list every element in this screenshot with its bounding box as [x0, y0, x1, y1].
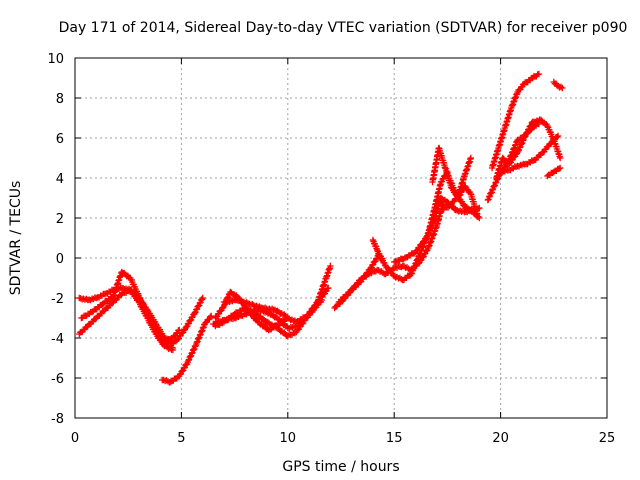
- data-point: [118, 290, 126, 298]
- data-point-interp: [375, 267, 382, 274]
- data-point: [212, 322, 219, 330]
- data-point-interp: [557, 83, 565, 91]
- series-track-20: [550, 78, 566, 92]
- data-point: [467, 154, 475, 162]
- data-points: [76, 70, 566, 386]
- data-point-interp: [400, 263, 408, 270]
- data-point-interp: [555, 165, 563, 172]
- y-tick-label: -2: [51, 292, 64, 307]
- data-point-interp: [90, 295, 97, 303]
- data-point-interp: [515, 163, 523, 170]
- y-tick-label: 0: [56, 252, 64, 267]
- y-tick-label: 6: [56, 132, 64, 147]
- data-point: [325, 284, 332, 292]
- data-point: [554, 132, 562, 140]
- series-track-10: [335, 168, 451, 306]
- data-point: [284, 332, 291, 340]
- series-track-22: [163, 326, 183, 344]
- data-point: [282, 312, 289, 320]
- y-axis-label: SDTVAR / TECUs: [8, 181, 24, 296]
- data-point-interp: [286, 315, 293, 322]
- y-tick-labels: -8 -6 -4 -2 0 2 4 6 8 10: [47, 52, 64, 427]
- data-point: [556, 154, 564, 162]
- data-point: [497, 170, 504, 178]
- series-track-4: [159, 312, 215, 386]
- data-point-interp: [185, 357, 192, 364]
- series-track-8: [220, 296, 289, 320]
- x-tick-label: 0: [71, 431, 79, 446]
- x-tick-label: 5: [177, 431, 185, 446]
- data-point: [559, 84, 566, 92]
- series-track-7: [212, 296, 326, 340]
- data-point-interp: [515, 147, 522, 154]
- series-track-17: [488, 70, 543, 172]
- data-point-interp: [398, 263, 405, 271]
- data-point-interp: [198, 296, 206, 303]
- data-point: [437, 206, 445, 214]
- y-tick-label: -8: [51, 412, 64, 427]
- data-point-interp: [87, 296, 94, 304]
- data-point: [207, 312, 215, 320]
- data-point-interp: [393, 273, 401, 281]
- data-point-interp: [229, 297, 236, 305]
- data-point: [556, 164, 564, 172]
- chart-title: Day 171 of 2014, Sidereal Day-to-day VTE…: [59, 20, 628, 36]
- data-point-interp: [190, 346, 197, 353]
- x-tick-labels: 0 5 10 15 20 25: [71, 431, 615, 446]
- data-point-interp: [281, 311, 288, 318]
- data-point: [176, 326, 183, 334]
- series-track-3: [78, 268, 177, 352]
- data-point-interp: [288, 316, 296, 323]
- data-point-interp: [83, 295, 90, 303]
- plot-frame: [74, 57, 608, 419]
- data-point-interp: [226, 298, 233, 306]
- data-point-interp: [518, 140, 525, 147]
- x-tick-label: 20: [492, 431, 509, 446]
- data-point-interp: [207, 313, 214, 320]
- data-point-interp: [518, 162, 526, 169]
- series-track-21: [369, 236, 385, 264]
- data-point-interp: [189, 347, 197, 354]
- data-point: [391, 272, 398, 280]
- data-point-interp: [475, 213, 482, 220]
- y-tick-label: -4: [51, 332, 64, 347]
- series-track-19: [544, 164, 564, 180]
- series-track-14: [437, 154, 475, 214]
- series-track-18: [497, 120, 543, 178]
- y-tick-label: 2: [56, 212, 64, 227]
- data-point: [327, 262, 334, 270]
- data-point: [476, 214, 483, 222]
- axis-ticks: [74, 57, 608, 419]
- data-point: [535, 70, 543, 78]
- data-point-interp: [186, 353, 193, 361]
- x-tick-label: 25: [599, 431, 616, 446]
- x-axis-label: GPS time / hours: [282, 459, 399, 475]
- y-tick-label: -6: [51, 372, 64, 387]
- y-tick-label: 4: [56, 172, 64, 187]
- x-tick-label: 10: [280, 431, 297, 446]
- y-tick-label: 8: [56, 92, 64, 107]
- x-tick-label: 15: [386, 431, 403, 446]
- data-point: [554, 82, 562, 90]
- data-point-interp: [187, 353, 194, 360]
- y-tick-label: 10: [47, 52, 64, 67]
- data-point: [318, 296, 326, 304]
- data-point-interp: [268, 305, 276, 313]
- data-point: [535, 120, 543, 128]
- data-point: [199, 294, 206, 302]
- data-point: [169, 344, 177, 352]
- data-point-interp: [188, 350, 195, 357]
- data-point-interp: [459, 207, 467, 215]
- data-point: [378, 256, 385, 264]
